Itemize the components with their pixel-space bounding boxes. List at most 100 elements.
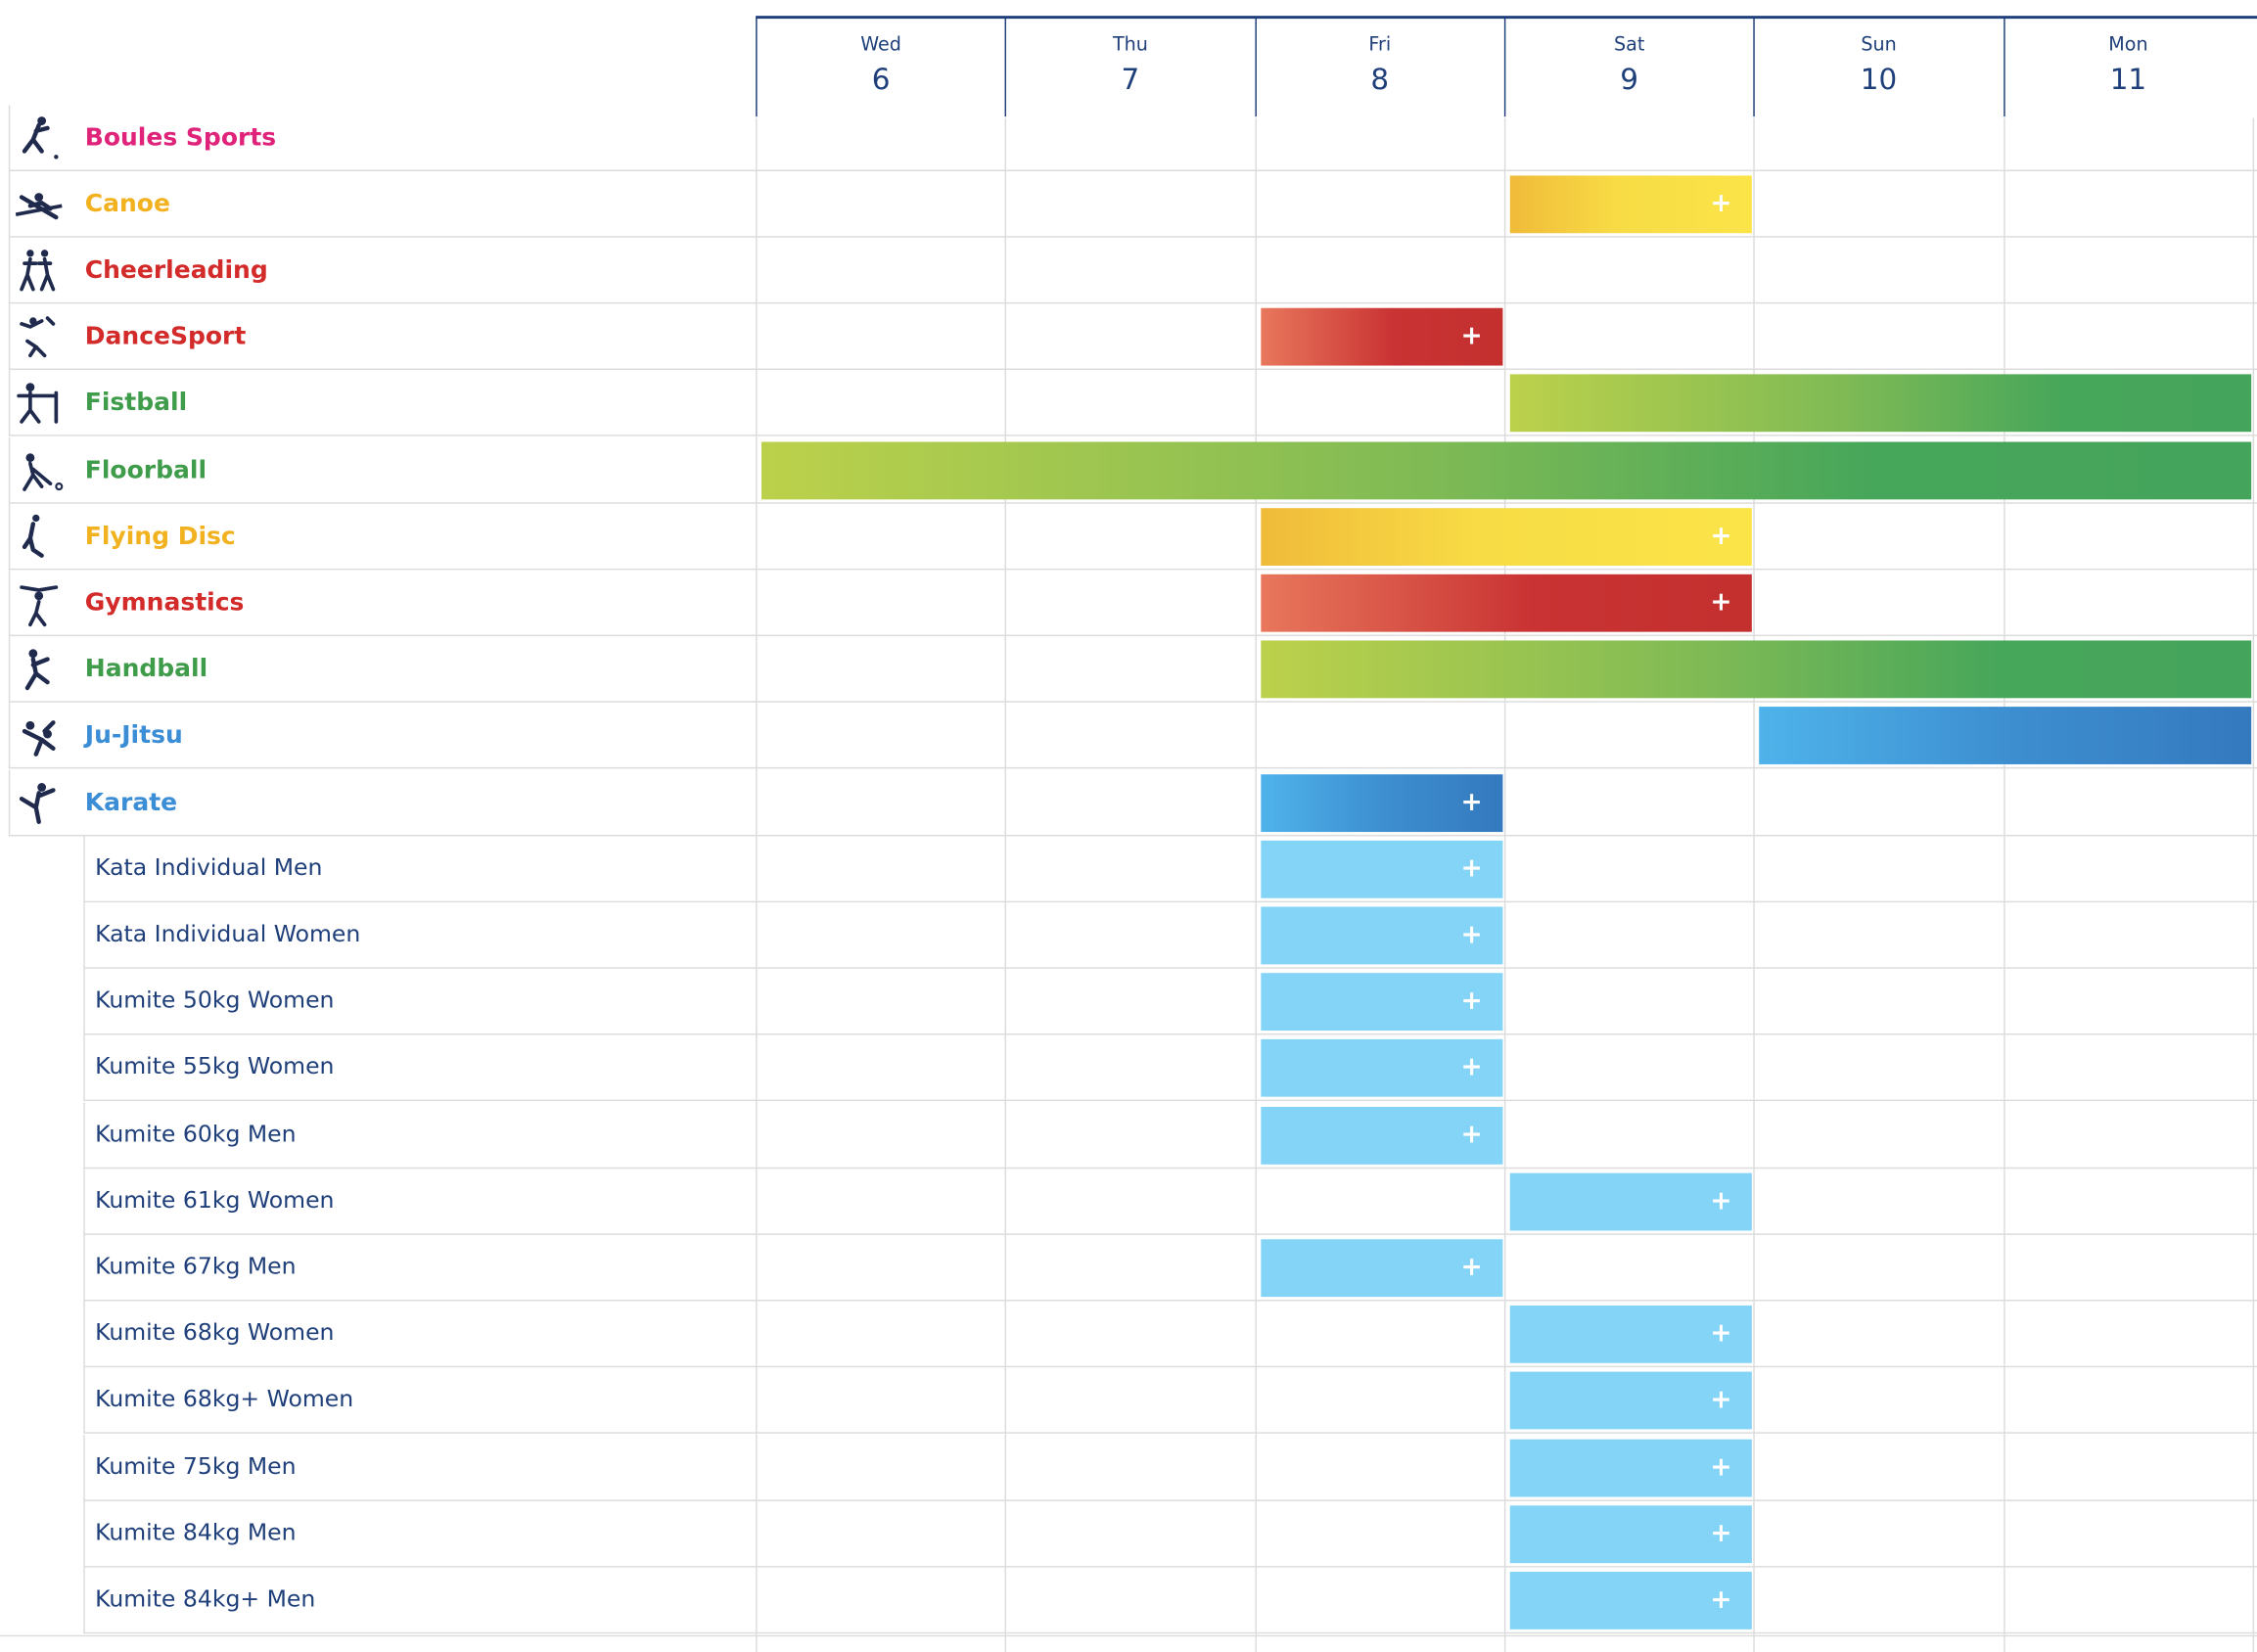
sport-name[interactable]: Karate (84, 788, 178, 817)
expand-plus-icon[interactable]: + (1710, 1518, 1732, 1549)
karate-icon (13, 778, 65, 827)
sport-row[interactable]: Floorball (8, 436, 2257, 504)
event-name: Kumite 61kg Women (95, 1185, 335, 1214)
sport-name[interactable]: Canoe (84, 189, 170, 219)
schedule-bar-blue[interactable]: + (1260, 773, 1503, 832)
day-name: Wed (860, 34, 901, 57)
gymnastics-icon (13, 578, 65, 627)
event-name: Kata Individual Men (95, 852, 323, 881)
expand-plus-icon[interactable]: + (1460, 1252, 1483, 1283)
event-row[interactable]: Kumite 84kg Men + (83, 1500, 2257, 1568)
day-name: Mon (2108, 34, 2148, 57)
sport-name[interactable]: Floorball (84, 455, 207, 484)
event-name: Kumite 60kg Men (95, 1119, 297, 1147)
expand-plus-icon[interactable]: + (1460, 1119, 1483, 1150)
expand-plus-icon[interactable]: + (1710, 188, 1732, 219)
event-row[interactable]: Kumite 55kg Women + (83, 1034, 2257, 1102)
event-row[interactable]: Kumite 67kg Men + (83, 1234, 2257, 1302)
day-number: 9 (1620, 62, 1639, 97)
sport-name[interactable]: Cheerleading (84, 255, 268, 286)
sport-row[interactable]: Canoe + (8, 170, 2257, 238)
event-row[interactable]: Kumite 60kg Men + (83, 1101, 2257, 1169)
day-name: Fri (1368, 34, 1392, 57)
schedule-bar-event[interactable]: + (1509, 1571, 1753, 1629)
day-header-thu: Thu 7 (1004, 17, 1254, 117)
expand-plus-icon[interactable]: + (1710, 520, 1732, 551)
day-name: Sat (1613, 34, 1645, 57)
day-number: 10 (1860, 62, 1898, 97)
event-row[interactable]: Kata Individual Women + (83, 901, 2257, 969)
expand-plus-icon[interactable]: + (1710, 1185, 1732, 1216)
sport-row[interactable]: Ju-Jitsu (8, 703, 2257, 769)
sport-name[interactable]: Gymnastics (84, 588, 245, 618)
schedule-bar-yellow[interactable]: + (1509, 174, 1753, 233)
sport-name[interactable]: Flying Disc (84, 522, 236, 551)
event-name: Kumite 84kg Men (95, 1518, 297, 1546)
flying-disc-icon (13, 512, 65, 561)
schedule-bar-event[interactable]: + (1509, 1438, 1753, 1496)
schedule-bar-event[interactable]: + (1260, 1106, 1503, 1165)
schedule-bar-event[interactable]: + (1509, 1504, 1753, 1563)
event-row[interactable]: Kumite 50kg Women + (83, 968, 2257, 1035)
schedule-bar-red[interactable]: + (1260, 574, 1753, 632)
grid-line (1254, 117, 1257, 1652)
sport-name[interactable]: Ju-Jitsu (84, 721, 183, 751)
expand-plus-icon[interactable]: + (1460, 919, 1483, 950)
sport-name[interactable]: Boules Sports (84, 122, 277, 153)
expand-plus-icon[interactable]: + (1460, 852, 1483, 884)
expand-plus-icon[interactable]: + (1710, 1584, 1732, 1615)
sport-name[interactable]: Fistball (84, 389, 188, 418)
grid-line (1004, 117, 1007, 1652)
schedule-bar-event[interactable]: + (1260, 1239, 1503, 1297)
schedule-bar-event[interactable]: + (1509, 1306, 1753, 1363)
schedule-bar-event[interactable]: + (1260, 906, 1503, 965)
expand-plus-icon[interactable]: + (1710, 1451, 1732, 1483)
event-name: Kumite 68kg Women (95, 1318, 335, 1347)
sport-row[interactable]: Handball (8, 636, 2257, 703)
event-name: Kumite 68kg+ Women (95, 1385, 354, 1413)
sport-row[interactable]: Karate + (8, 769, 2257, 836)
schedule-bar-event[interactable]: + (1260, 1039, 1503, 1098)
event-name: Kata Individual Women (95, 919, 361, 947)
day-number: 8 (1370, 62, 1390, 97)
event-row[interactable]: Kumite 61kg Women + (83, 1168, 2257, 1235)
sport-row[interactable]: DanceSport + (8, 303, 2257, 371)
expand-plus-icon[interactable]: + (1460, 786, 1483, 817)
event-row[interactable]: Kumite 84kg+ Men + (83, 1567, 2257, 1634)
day-name: Thu (1112, 34, 1148, 57)
sport-row[interactable]: Boules Sports (8, 104, 2257, 171)
schedule-bar-green (761, 440, 2251, 499)
schedule-bar-event[interactable]: + (1260, 973, 1503, 1032)
event-name: Kumite 75kg Men (95, 1451, 297, 1480)
day-number: 11 (2109, 62, 2147, 97)
expand-plus-icon[interactable]: + (1460, 321, 1483, 351)
sport-name[interactable]: DanceSport (84, 322, 247, 351)
expand-plus-icon[interactable]: + (1460, 1052, 1483, 1083)
day-header-wed: Wed 6 (756, 17, 1004, 117)
event-row[interactable]: Kumite 68kg Women + (83, 1301, 2257, 1368)
expand-plus-icon[interactable]: + (1710, 586, 1732, 618)
event-row[interactable]: Kumite 68kg+ Women + (83, 1367, 2257, 1435)
schedule-bar-event[interactable]: + (1509, 1372, 1753, 1430)
expand-plus-icon[interactable]: + (1460, 986, 1483, 1017)
sport-name[interactable]: Handball (84, 655, 208, 684)
schedule-bar-red[interactable]: + (1260, 307, 1503, 366)
event-row[interactable]: Kumite 75kg Men + (83, 1434, 2257, 1501)
expand-plus-icon[interactable]: + (1710, 1385, 1732, 1416)
expand-plus-icon[interactable]: + (1710, 1318, 1732, 1350)
sport-row[interactable]: Gymnastics + (8, 570, 2257, 636)
event-row[interactable]: Kata Individual Men + (83, 836, 2257, 902)
sport-row[interactable]: Cheerleading (8, 237, 2257, 304)
schedule-bar-yellow[interactable]: + (1260, 507, 1753, 566)
sport-row[interactable]: Fistball (8, 370, 2257, 437)
sport-row[interactable]: Flying Disc + (8, 503, 2257, 570)
grid-line (2003, 117, 2004, 1652)
header-top-rule (756, 16, 2257, 20)
event-name: Kumite 67kg Men (95, 1252, 297, 1280)
day-number: 7 (1121, 62, 1140, 97)
day-header-fri: Fri 8 (1254, 17, 1503, 117)
grid-line (1503, 117, 1506, 1652)
schedule-bar-event[interactable]: + (1509, 1172, 1753, 1230)
schedule-bar-event[interactable]: + (1260, 840, 1503, 898)
